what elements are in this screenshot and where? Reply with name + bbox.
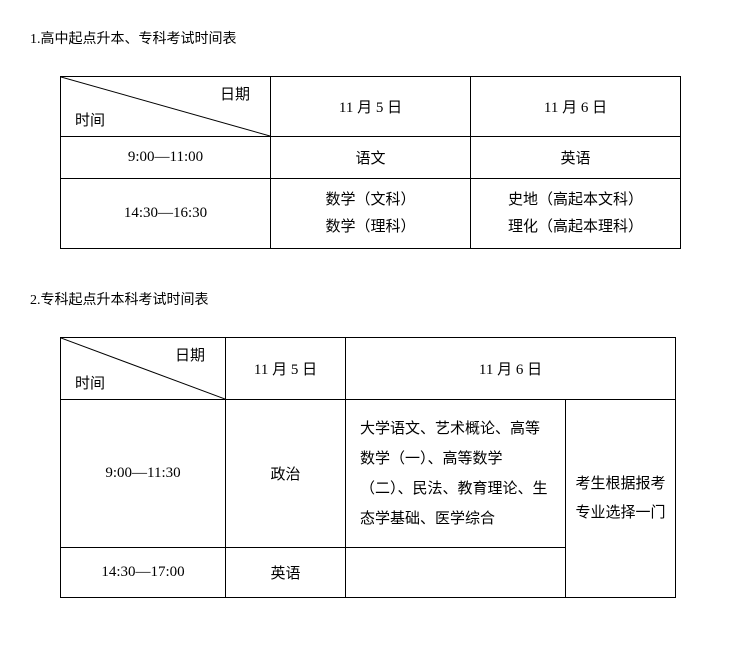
empty-cell	[346, 548, 566, 598]
table-1-header-row: 日期 时间 11 月 5 日 11 月 6 日	[61, 77, 681, 137]
table-row: 9:00—11:30 政治 大学语文、艺术概论、高等数学（一）、高等数学（二）、…	[61, 400, 676, 548]
table-1: 日期 时间 11 月 5 日 11 月 6 日 9:00—11:00 语文 英语…	[60, 76, 681, 249]
table-row: 14:30—16:30 数学（文科） 数学（理科） 史地（高起本文科） 理化（高…	[61, 179, 681, 249]
table-1-diagonal-header: 日期 时间	[61, 77, 271, 137]
subject-cell: 史地（高起本文科） 理化（高起本理科）	[471, 179, 681, 249]
table-2-col2-header: 11 月 6 日	[346, 338, 676, 400]
section-2-title: 2.专科起点升本科考试时间表	[30, 289, 713, 309]
subject-line: 数学（理科）	[281, 214, 460, 241]
subject-cell: 政治	[226, 400, 346, 548]
time-cell: 9:00—11:30	[61, 400, 226, 548]
table-row: 9:00—11:00 语文 英语	[61, 137, 681, 179]
header-time-label: 时间	[75, 109, 105, 130]
subject-cell: 英语	[471, 137, 681, 179]
header-date-label: 日期	[220, 83, 250, 104]
table-2: 日期 时间 11 月 5 日 11 月 6 日 9:00—11:30 政治 大学…	[60, 337, 676, 598]
table-1-col1-header: 11 月 5 日	[271, 77, 471, 137]
header-time-label: 时间	[75, 372, 105, 393]
subject-line: 数学（文科）	[281, 187, 460, 214]
note-cell: 考生根据报考专业选择一门	[566, 400, 676, 598]
section-1-title: 1.高中起点升本、专科考试时间表	[30, 28, 713, 48]
subject-line: 史地（高起本文科）	[481, 187, 670, 214]
subjects-list-cell: 大学语文、艺术概论、高等数学（一）、高等数学（二）、民法、教育理论、生态学基础、…	[346, 400, 566, 548]
subject-cell: 英语	[226, 548, 346, 598]
time-cell: 9:00—11:00	[61, 137, 271, 179]
table-2-diagonal-header: 日期 时间	[61, 338, 226, 400]
table-2-col1-header: 11 月 5 日	[226, 338, 346, 400]
table-1-col2-header: 11 月 6 日	[471, 77, 681, 137]
time-cell: 14:30—17:00	[61, 548, 226, 598]
subject-cell: 语文	[271, 137, 471, 179]
table-2-header-row: 日期 时间 11 月 5 日 11 月 6 日	[61, 338, 676, 400]
subject-cell: 数学（文科） 数学（理科）	[271, 179, 471, 249]
header-date-label: 日期	[175, 344, 205, 365]
subject-line: 理化（高起本理科）	[481, 214, 670, 241]
time-cell: 14:30—16:30	[61, 179, 271, 249]
